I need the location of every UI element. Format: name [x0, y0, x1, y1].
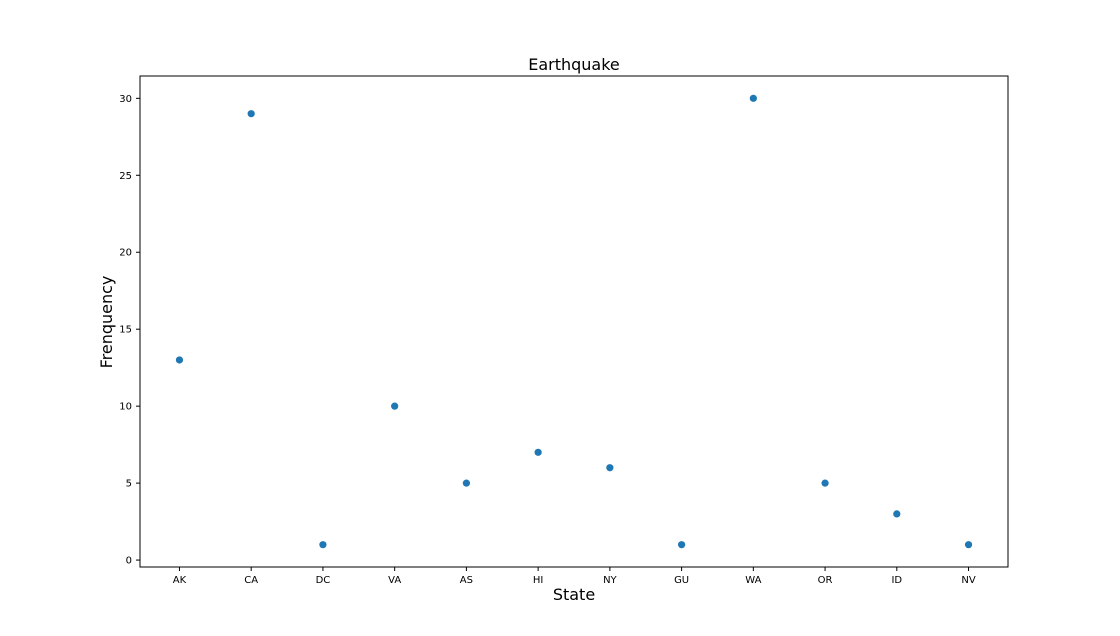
- data-point-or: [821, 479, 829, 487]
- x-tick-label: HI: [533, 575, 543, 586]
- x-tick-label: DC: [316, 575, 331, 586]
- data-point-as: [462, 479, 470, 487]
- data-point-ak: [175, 356, 184, 364]
- x-tick-label: NV: [961, 575, 975, 586]
- x-tick-label: WA: [745, 575, 761, 586]
- y-tick-label: 20: [119, 248, 132, 259]
- data-point-id: [893, 510, 901, 518]
- y-tick-label: 30: [119, 94, 132, 105]
- y-tick-label: 0: [126, 556, 132, 567]
- axes-frame: [139, 75, 1009, 568]
- data-point-wa: [749, 94, 757, 102]
- x-tick-label: OR: [818, 575, 833, 586]
- plot-area: 0 5 10 15 20 25 30 AK CA DC VA AS HI NY GU WA OR ID NV: [119, 75, 1009, 586]
- x-tick-label: NY: [603, 575, 617, 586]
- x-tick-label: AS: [460, 575, 473, 586]
- x-tick-label: GU: [674, 575, 689, 586]
- data-point-ny: [606, 464, 614, 472]
- data-point-gu: [678, 541, 686, 549]
- data-point-hi: [534, 448, 542, 456]
- x-tick-label: VA: [388, 575, 401, 586]
- y-axis-title: Frenquency: [97, 276, 116, 369]
- data-point-ca: [247, 110, 255, 118]
- x-axis-title: State: [553, 585, 595, 604]
- y-tick-label: 15: [119, 325, 132, 336]
- x-tick-label: ID: [891, 575, 902, 586]
- y-tick-label: 10: [119, 402, 132, 413]
- data-point-va: [391, 402, 399, 410]
- y-tick-label: 5: [126, 479, 132, 490]
- x-tick-label: AK: [173, 575, 187, 586]
- data-point-nv: [964, 541, 973, 549]
- chart-title: Earthquake: [528, 55, 620, 74]
- x-tick-label: CA: [244, 575, 258, 586]
- y-tick-label: 25: [119, 171, 132, 182]
- data-point-dc: [319, 541, 327, 549]
